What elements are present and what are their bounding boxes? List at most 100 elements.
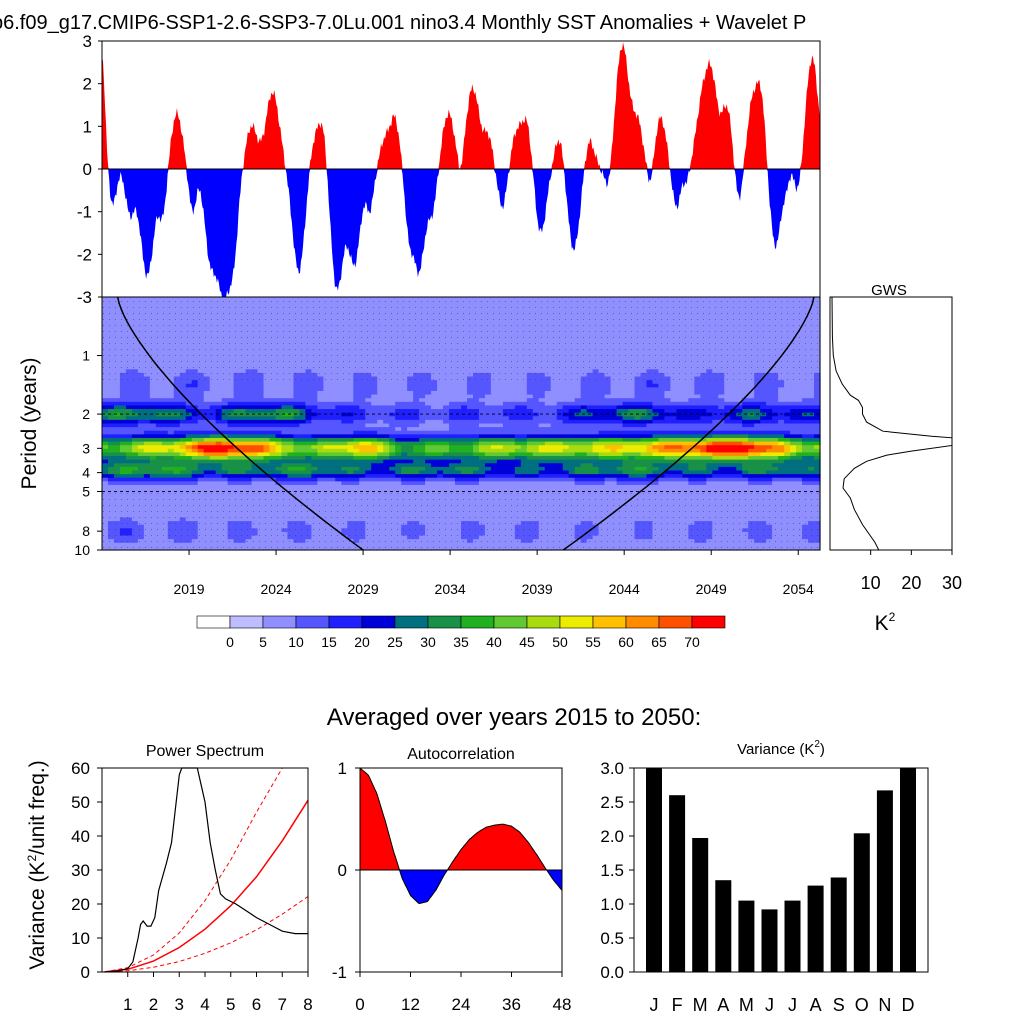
wavelet-cell [365,441,372,446]
wavelet-cell [466,412,474,417]
wavelet-cell [251,419,259,425]
wavelet-cell [383,383,390,388]
wavelet-cell [478,416,486,421]
wavelet-cell [437,459,444,464]
wavelet-cell [472,452,480,457]
wavelet-cell [263,297,271,302]
wavelet-cell [443,488,450,493]
wavelet-cell [161,463,169,468]
wavelet-cell [281,477,289,482]
wavelet-cell [341,380,348,385]
wavelet-cell [371,448,378,454]
wavelet-cell [413,423,420,428]
wavelet-cell [461,405,468,410]
wavelet-cell [191,437,199,443]
wavelet-cell [221,456,229,461]
wavelet-cell [305,488,313,493]
wavelet-cell [443,437,450,443]
wavelet-cell [137,463,145,468]
wavelet-cell [389,481,396,486]
wavelet-cell [413,394,420,399]
wavelet-cell [107,437,115,443]
wavelet-cell [431,441,438,446]
wavelet-cell [203,488,211,493]
wavelet-cell [461,488,468,493]
wavelet-cell [227,474,235,479]
wavelet-cell [179,380,187,385]
wavelet-cell [269,412,277,417]
wavelet-cell [311,427,318,432]
wavelet-cell [299,441,307,446]
wavelet-cell [227,423,235,428]
wavelet-cell [257,401,265,407]
wavelet-cell [425,387,432,392]
wavelet-cell [269,419,277,425]
wavelet-cell [119,434,127,439]
wavelet-cell [167,481,175,486]
wavelet-cell [335,297,342,302]
wavelet-cell [401,394,408,399]
wavelet-cell [419,405,426,410]
wavelet-cell [161,398,169,403]
wavelet-cell [401,383,408,388]
wavelet-cell [102,401,109,407]
wavelet-cell [155,481,163,486]
wavelet-cell [431,474,438,479]
wavelet-cell [203,437,211,443]
wavelet-cell [472,481,480,486]
wavelet-cell [365,387,372,392]
wavelet-cell [233,470,241,475]
wavelet-cell [131,409,139,414]
wavelet-cell [215,427,223,432]
wavelet-cell [185,434,193,439]
wavelet-cell [215,394,223,399]
wavelet-cell [143,484,151,490]
wavelet-cell [449,394,456,399]
wavelet-cell [311,409,318,414]
wavelet-cell [371,466,378,472]
wavelet-cell [191,474,199,479]
wavelet-cell [257,405,265,410]
wavelet-cell [335,448,342,454]
wavelet-cell [437,445,444,450]
wavelet-cell [197,434,205,439]
wavelet-cell [107,484,115,490]
wavelet-cell [215,405,223,410]
wavelet-cell [227,466,235,472]
wavelet-cell [425,412,432,417]
wavelet-cell [419,445,426,450]
wavelet-cell [149,398,157,403]
wavelet-cell [191,445,199,450]
wavelet-cell [311,430,318,435]
wavelet-cell [329,448,336,454]
wavelet-cell [484,383,492,388]
wavelet-cell [149,437,157,443]
wavelet-cell [443,409,450,414]
wavelet-cell [119,481,127,486]
wavelet-cell [508,441,516,446]
wavelet-cell [275,401,283,407]
wavelet-cell [239,430,247,435]
wavelet-cell [514,390,522,396]
wavelet-cell [496,405,504,410]
wavelet-cell [149,297,157,302]
wavelet-cell [347,445,354,450]
wavelet-cell [353,448,360,454]
wavelet-cell [263,477,271,482]
wavelet-cell [407,488,414,493]
wavelet-cell [179,412,187,417]
wavelet-cell [203,434,211,439]
wavelet-cell [257,463,265,468]
wavelet-cell [508,481,516,486]
wavelet-cell [449,419,456,425]
wavelet-cell [341,297,348,302]
wavelet-cell [185,419,193,425]
wavelet-cell [275,463,283,468]
wavelet-cell [239,409,247,414]
wavelet-cell [496,484,504,490]
wavelet-cell [131,398,139,403]
wavelet-cell [449,488,456,493]
wavelet-cell [293,481,301,486]
wavelet-cell [209,459,217,464]
